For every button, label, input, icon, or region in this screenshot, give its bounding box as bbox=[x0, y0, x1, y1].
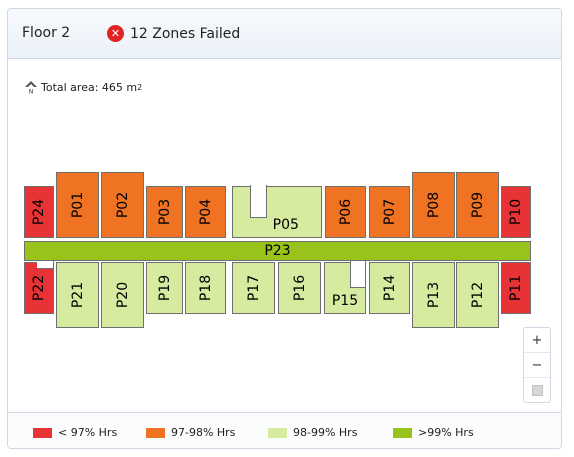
room-p10[interactable]: P10 bbox=[501, 186, 531, 238]
legend-item: >99% Hrs bbox=[393, 426, 474, 439]
legend-swatch bbox=[268, 427, 287, 438]
room-p06[interactable]: P06 bbox=[325, 186, 366, 238]
legend-label: 97-98% Hrs bbox=[171, 426, 236, 439]
room-p07[interactable]: P07 bbox=[369, 186, 410, 238]
p22-notch bbox=[37, 261, 54, 269]
room-label: P06 bbox=[337, 198, 354, 226]
status-text: 12 Zones Failed bbox=[130, 25, 241, 42]
room-p16[interactable]: P16 bbox=[278, 262, 321, 314]
room-p08[interactable]: P08 bbox=[412, 172, 455, 238]
total-area-text: Total area: 465 m bbox=[41, 80, 138, 94]
legend-item: 98-99% Hrs bbox=[268, 426, 357, 439]
legend-label: >99% Hrs bbox=[418, 426, 474, 439]
legend-swatch bbox=[146, 427, 165, 438]
room-p14[interactable]: P14 bbox=[369, 262, 410, 314]
room-label: P05 bbox=[272, 216, 299, 233]
room-label: P08 bbox=[425, 191, 442, 219]
room-label: P03 bbox=[156, 198, 173, 226]
room-label: P21 bbox=[69, 281, 86, 309]
room-p09[interactable]: P09 bbox=[456, 172, 499, 238]
area-unit-superscript: 2 bbox=[137, 82, 143, 92]
room-label: P14 bbox=[381, 274, 398, 302]
legend-bar: < 97% Hrs 97-98% Hrs 98-99% Hrs >99% Hrs bbox=[8, 412, 561, 448]
room-label: P16 bbox=[291, 274, 308, 302]
room-p11[interactable]: P11 bbox=[501, 262, 531, 314]
room-p17[interactable]: P17 bbox=[232, 262, 275, 314]
error-x-icon: ✕ bbox=[107, 25, 124, 42]
room-label: P12 bbox=[469, 281, 486, 309]
zoom-out-button[interactable]: − bbox=[524, 353, 550, 378]
room-label: P04 bbox=[197, 198, 214, 226]
room-label: P02 bbox=[114, 191, 131, 219]
room-label: P13 bbox=[425, 281, 442, 309]
room-label: P24 bbox=[31, 198, 47, 226]
room-label: P18 bbox=[197, 274, 214, 302]
zoom-in-button[interactable]: + bbox=[524, 328, 550, 353]
room-p13[interactable]: P13 bbox=[412, 262, 455, 328]
room-p03[interactable]: P03 bbox=[146, 186, 183, 238]
room-p22[interactable]: P22 bbox=[24, 262, 54, 314]
room-label: P09 bbox=[469, 191, 486, 219]
room-label: P23 bbox=[264, 243, 291, 259]
room-p04[interactable]: P04 bbox=[185, 186, 226, 238]
room-label: P15 bbox=[331, 292, 359, 309]
north-arrow-icon: N bbox=[25, 81, 37, 95]
p05-notch bbox=[250, 185, 267, 218]
room-p24[interactable]: P24 bbox=[24, 186, 54, 238]
room-p02[interactable]: P02 bbox=[101, 172, 144, 238]
status-indicator: ✕ 12 Zones Failed bbox=[107, 25, 240, 42]
legend-swatch bbox=[393, 427, 412, 438]
room-label: P17 bbox=[245, 274, 262, 302]
reset-square-icon bbox=[531, 384, 543, 396]
room-label: P22 bbox=[31, 274, 47, 302]
room-label: P11 bbox=[508, 274, 524, 302]
p15-notch bbox=[350, 261, 366, 288]
room-label: P07 bbox=[381, 198, 398, 226]
room-p12[interactable]: P12 bbox=[456, 262, 499, 328]
room-p23[interactable]: P23 bbox=[24, 241, 531, 261]
legend-swatch bbox=[33, 427, 52, 438]
floor-title: Floor 2 bbox=[22, 25, 71, 41]
legend-item: < 97% Hrs bbox=[33, 426, 117, 439]
zoom-control: + − bbox=[523, 327, 551, 403]
svg-text:N: N bbox=[29, 89, 34, 95]
room-p21[interactable]: P21 bbox=[56, 262, 99, 328]
room-p19[interactable]: P19 bbox=[146, 262, 183, 314]
room-p20[interactable]: P20 bbox=[101, 262, 144, 328]
floor-plan-card: Floor 2 ✕ 12 Zones Failed N Total area: … bbox=[7, 8, 562, 449]
room-label: P10 bbox=[508, 198, 524, 226]
room-p05[interactable]: P05 bbox=[232, 186, 322, 238]
legend-label: 98-99% Hrs bbox=[293, 426, 358, 439]
room-p18[interactable]: P18 bbox=[185, 262, 226, 314]
zoom-reset-button[interactable] bbox=[524, 378, 550, 402]
room-label: P20 bbox=[114, 281, 131, 309]
room-label: P19 bbox=[156, 274, 173, 302]
legend-label: < 97% Hrs bbox=[58, 426, 118, 439]
legend-item: 97-98% Hrs bbox=[146, 426, 235, 439]
room-p01[interactable]: P01 bbox=[56, 172, 99, 238]
room-label: P01 bbox=[69, 191, 86, 219]
card-header: Floor 2 ✕ 12 Zones Failed bbox=[8, 9, 561, 59]
